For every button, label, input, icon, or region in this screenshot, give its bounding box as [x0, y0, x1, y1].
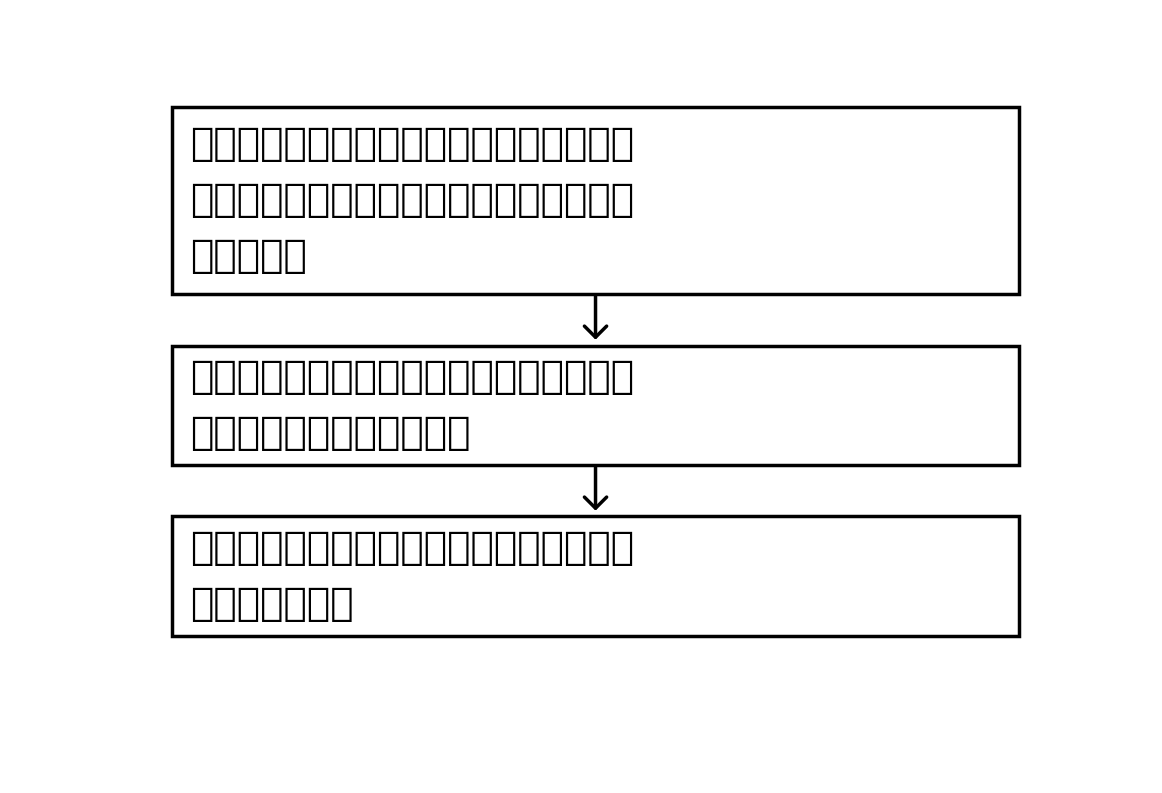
FancyBboxPatch shape: [172, 107, 1019, 293]
FancyBboxPatch shape: [172, 516, 1019, 635]
Text: 将若干磁极逐一倒置于水平放置的磁极工装
，磁极的安装凸台与磁极工装的支撇凸台一
一对应配合: 将若干磁极逐一倒置于水平放置的磁极工装 ，磁极的安装凸台与磁极工装的支撇凸台一 …: [191, 125, 634, 275]
FancyBboxPatch shape: [172, 346, 1019, 465]
Text: 将磁极底座与全部磁极对齐配合，固连全部
磁极与磁极底座: 将磁极底座与全部磁极对齐配合，固连全部 磁极与磁极底座: [191, 529, 634, 623]
Text: 将全部磁极通电，任一安装凸台利用磁吸力
与对应的支撇凸台紧密贴合: 将全部磁极通电，任一安装凸台利用磁吸力 与对应的支撇凸台紧密贴合: [191, 358, 634, 452]
